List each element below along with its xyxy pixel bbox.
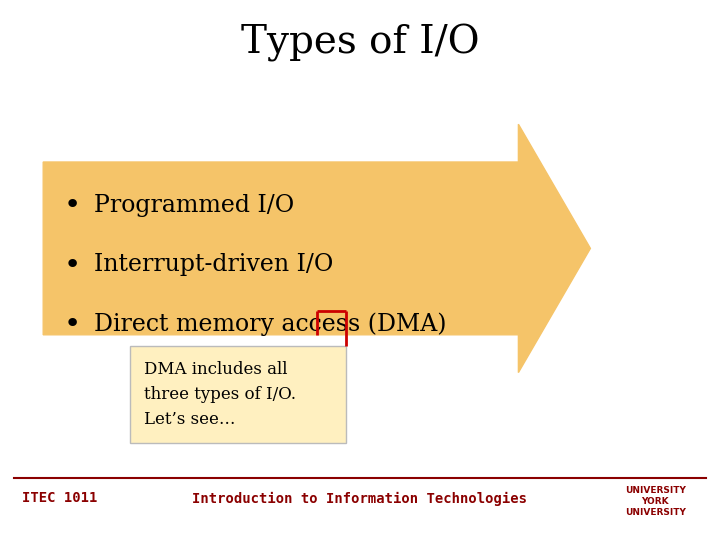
Text: •: •	[63, 310, 81, 338]
Text: DMA includes all
three types of I/O.
Let’s see…: DMA includes all three types of I/O. Let…	[144, 361, 296, 428]
Text: •: •	[63, 191, 81, 219]
Text: Direct memory access (DMA): Direct memory access (DMA)	[94, 312, 446, 336]
Text: •: •	[63, 251, 81, 279]
Text: Types of I/O: Types of I/O	[240, 24, 480, 62]
Text: Interrupt-driven I/O: Interrupt-driven I/O	[94, 253, 333, 276]
Text: Introduction to Information Technologies: Introduction to Information Technologies	[192, 491, 528, 505]
Text: Programmed I/O: Programmed I/O	[94, 194, 294, 217]
FancyBboxPatch shape	[130, 346, 346, 443]
FancyArrow shape	[43, 124, 590, 373]
Text: ITEC 1011: ITEC 1011	[22, 491, 97, 505]
Text: UNIVERSITY
YORK
UNIVERSITY: UNIVERSITY YORK UNIVERSITY	[625, 486, 685, 517]
